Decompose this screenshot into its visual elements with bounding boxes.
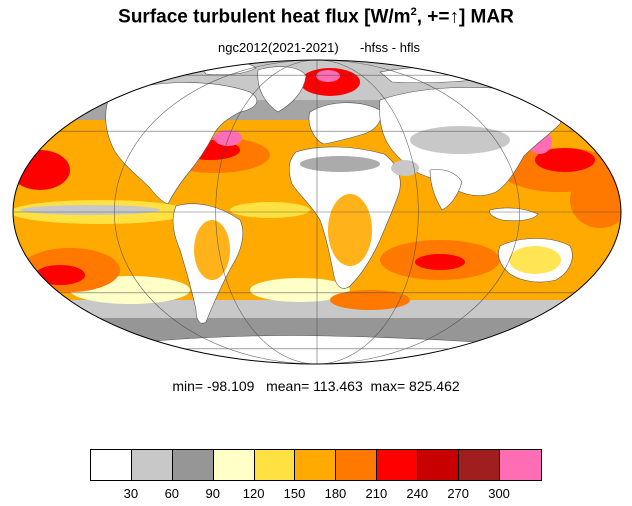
longitude-line <box>215 60 419 364</box>
south-america-land <box>194 220 230 280</box>
colorbar-swatch <box>91 450 132 480</box>
colorbar-tick-label: 150 <box>283 486 306 501</box>
indian-ocean-red <box>415 254 465 270</box>
chart-title: Surface turbulent heat flux [W/m2, +=↑] … <box>0 6 632 28</box>
siberia-coast <box>379 66 501 84</box>
colorbar-swatch <box>377 450 419 480</box>
colorbar-swatch <box>459 450 500 480</box>
colorbar-swatch <box>499 450 541 480</box>
colorbar-swatch <box>336 450 378 480</box>
south-atlantic-light <box>250 278 350 302</box>
colorbar-tick-label: 60 <box>164 486 180 501</box>
colorbar <box>90 449 542 481</box>
arabia-gray <box>391 160 419 176</box>
north-america <box>105 82 258 205</box>
colorbar-swatch <box>295 450 337 480</box>
antarctica <box>59 335 581 364</box>
africa-land <box>328 194 372 266</box>
graticule <box>13 60 621 364</box>
central-asia-gray <box>410 126 510 154</box>
title-superscript: 2 <box>410 6 417 18</box>
east-pacific-hotspot <box>570 172 621 228</box>
west-pacific-hotspot <box>13 150 70 190</box>
nordic-seas-peak <box>316 70 340 82</box>
agulhas-hotspot <box>330 290 410 310</box>
colorbar-tick-label: 300 <box>488 486 510 501</box>
colorbar-swatch <box>131 450 173 480</box>
maritime-continent <box>489 207 539 222</box>
subtitle-run: ngc2012(2021-2021) <box>218 40 339 55</box>
colorbar-tick-label: 240 <box>406 486 429 501</box>
gulf-stream-peak <box>214 130 242 146</box>
europe <box>308 102 382 145</box>
equatorial-gray-pacific <box>20 205 160 215</box>
colorbar-swatch <box>418 450 460 480</box>
colorbar-tick-label: 270 <box>447 486 470 501</box>
equatorial-light-atlantic <box>230 202 310 218</box>
colorbar-tick-label: 30 <box>123 486 139 501</box>
india <box>429 169 463 211</box>
subtitle-variables: -hfss - hfls <box>360 40 420 55</box>
colorbar-tick-label: 210 <box>365 486 388 501</box>
title-suffix: , +=↑] MAR <box>416 6 514 28</box>
colorbar-tick-label: 90 <box>205 486 220 501</box>
colorbar-swatch <box>254 450 296 480</box>
sahara-gray <box>300 156 380 172</box>
world-map <box>12 59 622 365</box>
australia-land <box>509 246 561 274</box>
map-outline <box>12 59 622 365</box>
south-pacific-red <box>35 265 85 285</box>
colorbar-swatch <box>172 450 214 480</box>
longitude-line <box>114 60 520 364</box>
statistics-line: min= -98.109 mean= 113.463 max= 825.462 <box>172 378 460 394</box>
kuroshio-core <box>535 148 595 172</box>
colorbar-tick-label: 180 <box>324 486 347 501</box>
colorbar-tick-label: 120 <box>242 486 265 501</box>
title-main: Surface turbulent heat flux [W/m <box>118 6 411 28</box>
colorbar-swatch <box>213 450 255 480</box>
